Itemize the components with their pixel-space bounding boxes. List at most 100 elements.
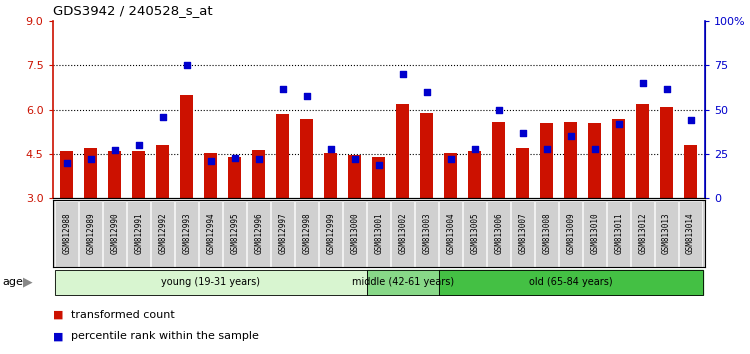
- FancyBboxPatch shape: [416, 201, 438, 267]
- Text: GSM812998: GSM812998: [302, 213, 311, 255]
- FancyBboxPatch shape: [536, 201, 558, 267]
- Point: [85, 156, 97, 162]
- FancyBboxPatch shape: [392, 201, 414, 267]
- Text: GSM813013: GSM813013: [662, 213, 671, 255]
- Point: [421, 89, 433, 95]
- Bar: [324, 153, 338, 198]
- FancyBboxPatch shape: [272, 201, 294, 267]
- Bar: [540, 123, 554, 198]
- Text: GSM812999: GSM812999: [326, 213, 335, 255]
- Text: GSM813001: GSM813001: [374, 213, 383, 255]
- FancyBboxPatch shape: [224, 201, 246, 267]
- Point: [349, 156, 361, 162]
- Bar: [660, 107, 674, 198]
- Bar: [84, 148, 98, 198]
- FancyBboxPatch shape: [631, 201, 654, 267]
- Text: GSM813004: GSM813004: [446, 213, 455, 255]
- Point: [229, 155, 241, 160]
- FancyBboxPatch shape: [176, 201, 198, 267]
- Text: GSM813009: GSM813009: [566, 213, 575, 255]
- FancyBboxPatch shape: [512, 201, 534, 267]
- Text: GSM813010: GSM813010: [590, 213, 599, 255]
- Text: GSM813014: GSM813014: [686, 213, 695, 255]
- Point: [541, 146, 553, 152]
- Text: GSM813011: GSM813011: [614, 213, 623, 255]
- Text: GSM813012: GSM813012: [638, 213, 647, 255]
- Text: GSM813000: GSM813000: [350, 213, 359, 255]
- Point: [181, 63, 193, 68]
- Text: ■: ■: [53, 310, 63, 320]
- Text: GSM812997: GSM812997: [278, 213, 287, 255]
- Text: GSM812991: GSM812991: [134, 213, 143, 255]
- Bar: [439, 270, 703, 295]
- Text: GSM812995: GSM812995: [230, 213, 239, 255]
- FancyBboxPatch shape: [368, 201, 390, 267]
- Text: GSM813007: GSM813007: [518, 213, 527, 255]
- Bar: [492, 121, 506, 198]
- Text: old (65-84 years): old (65-84 years): [529, 277, 613, 287]
- Bar: [180, 95, 194, 198]
- Point: [277, 86, 289, 91]
- Bar: [348, 155, 361, 198]
- Text: middle (42-61 years): middle (42-61 years): [352, 277, 454, 287]
- FancyBboxPatch shape: [584, 201, 606, 267]
- Bar: [516, 148, 530, 198]
- Point: [397, 72, 409, 77]
- Text: transformed count: transformed count: [71, 310, 175, 320]
- Point: [61, 160, 73, 166]
- Bar: [228, 157, 242, 198]
- FancyBboxPatch shape: [296, 201, 318, 267]
- Bar: [55, 270, 367, 295]
- FancyBboxPatch shape: [488, 201, 510, 267]
- Bar: [684, 145, 698, 198]
- FancyBboxPatch shape: [344, 201, 366, 267]
- FancyBboxPatch shape: [248, 201, 270, 267]
- FancyBboxPatch shape: [464, 201, 486, 267]
- FancyBboxPatch shape: [104, 201, 127, 267]
- Text: age: age: [2, 277, 23, 287]
- FancyBboxPatch shape: [655, 201, 678, 267]
- Bar: [367, 270, 439, 295]
- Point: [493, 107, 505, 113]
- Text: GSM812996: GSM812996: [254, 213, 263, 255]
- Text: GSM812994: GSM812994: [206, 213, 215, 255]
- Bar: [55, 270, 367, 295]
- Text: GSM812993: GSM812993: [182, 213, 191, 255]
- FancyBboxPatch shape: [560, 201, 582, 267]
- Bar: [396, 104, 410, 198]
- Bar: [564, 121, 578, 198]
- Point: [589, 146, 601, 152]
- Point: [301, 93, 313, 98]
- Point: [205, 158, 217, 164]
- Text: GSM812992: GSM812992: [158, 213, 167, 255]
- Point: [517, 130, 529, 136]
- Text: young (19-31 years): young (19-31 years): [161, 277, 260, 287]
- Point: [637, 80, 649, 86]
- Bar: [132, 151, 146, 198]
- Point: [133, 142, 145, 148]
- Bar: [444, 153, 458, 198]
- Bar: [300, 119, 313, 198]
- Text: GSM813002: GSM813002: [398, 213, 407, 255]
- Bar: [367, 270, 439, 295]
- Bar: [108, 151, 122, 198]
- Text: percentile rank within the sample: percentile rank within the sample: [71, 331, 260, 341]
- Text: ■: ■: [53, 331, 63, 341]
- Bar: [439, 270, 703, 295]
- Point: [325, 146, 337, 152]
- Bar: [588, 123, 602, 198]
- Point: [661, 86, 673, 91]
- Text: GDS3942 / 240528_s_at: GDS3942 / 240528_s_at: [53, 4, 212, 17]
- FancyBboxPatch shape: [128, 201, 150, 267]
- FancyBboxPatch shape: [607, 201, 630, 267]
- FancyBboxPatch shape: [56, 201, 79, 267]
- FancyBboxPatch shape: [320, 201, 342, 267]
- Bar: [636, 104, 650, 198]
- FancyBboxPatch shape: [152, 201, 174, 267]
- FancyBboxPatch shape: [679, 201, 702, 267]
- FancyBboxPatch shape: [440, 201, 462, 267]
- Bar: [156, 145, 170, 198]
- Bar: [612, 119, 626, 198]
- FancyBboxPatch shape: [200, 201, 222, 267]
- Point: [469, 146, 481, 152]
